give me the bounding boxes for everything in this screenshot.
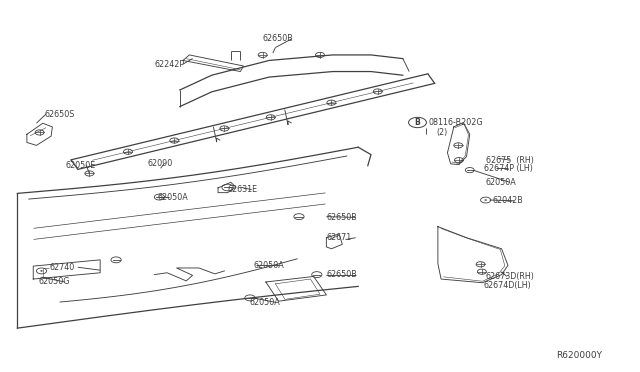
- Text: 62631E: 62631E: [228, 185, 258, 194]
- Circle shape: [484, 199, 487, 201]
- Text: B: B: [415, 118, 420, 127]
- Text: 62650B: 62650B: [326, 213, 357, 222]
- Text: 62050G: 62050G: [38, 278, 70, 286]
- Text: 08116-B202G: 08116-B202G: [428, 118, 483, 127]
- Text: 62090: 62090: [148, 159, 173, 169]
- Text: 62673D(RH): 62673D(RH): [486, 272, 534, 281]
- Text: R620000Y: R620000Y: [556, 351, 602, 360]
- Text: 62674D(LH): 62674D(LH): [484, 281, 531, 290]
- Text: (2): (2): [436, 128, 448, 137]
- Text: 62050E: 62050E: [65, 161, 95, 170]
- Text: 62650B: 62650B: [262, 34, 293, 43]
- Text: 62650B: 62650B: [326, 270, 357, 279]
- Text: 62050A: 62050A: [253, 261, 284, 270]
- Text: 62050A: 62050A: [157, 193, 188, 202]
- Text: 62650S: 62650S: [45, 109, 75, 119]
- Text: 62675  (RH): 62675 (RH): [486, 155, 534, 165]
- Text: 62042B: 62042B: [492, 196, 523, 205]
- Circle shape: [40, 270, 43, 272]
- Text: 62671: 62671: [326, 233, 351, 242]
- Text: 62050A: 62050A: [486, 178, 516, 187]
- Text: 62674P (LH): 62674P (LH): [484, 164, 532, 173]
- Text: 62050A: 62050A: [250, 298, 281, 307]
- Text: 62242P: 62242P: [154, 60, 184, 69]
- Text: 62740: 62740: [49, 263, 74, 272]
